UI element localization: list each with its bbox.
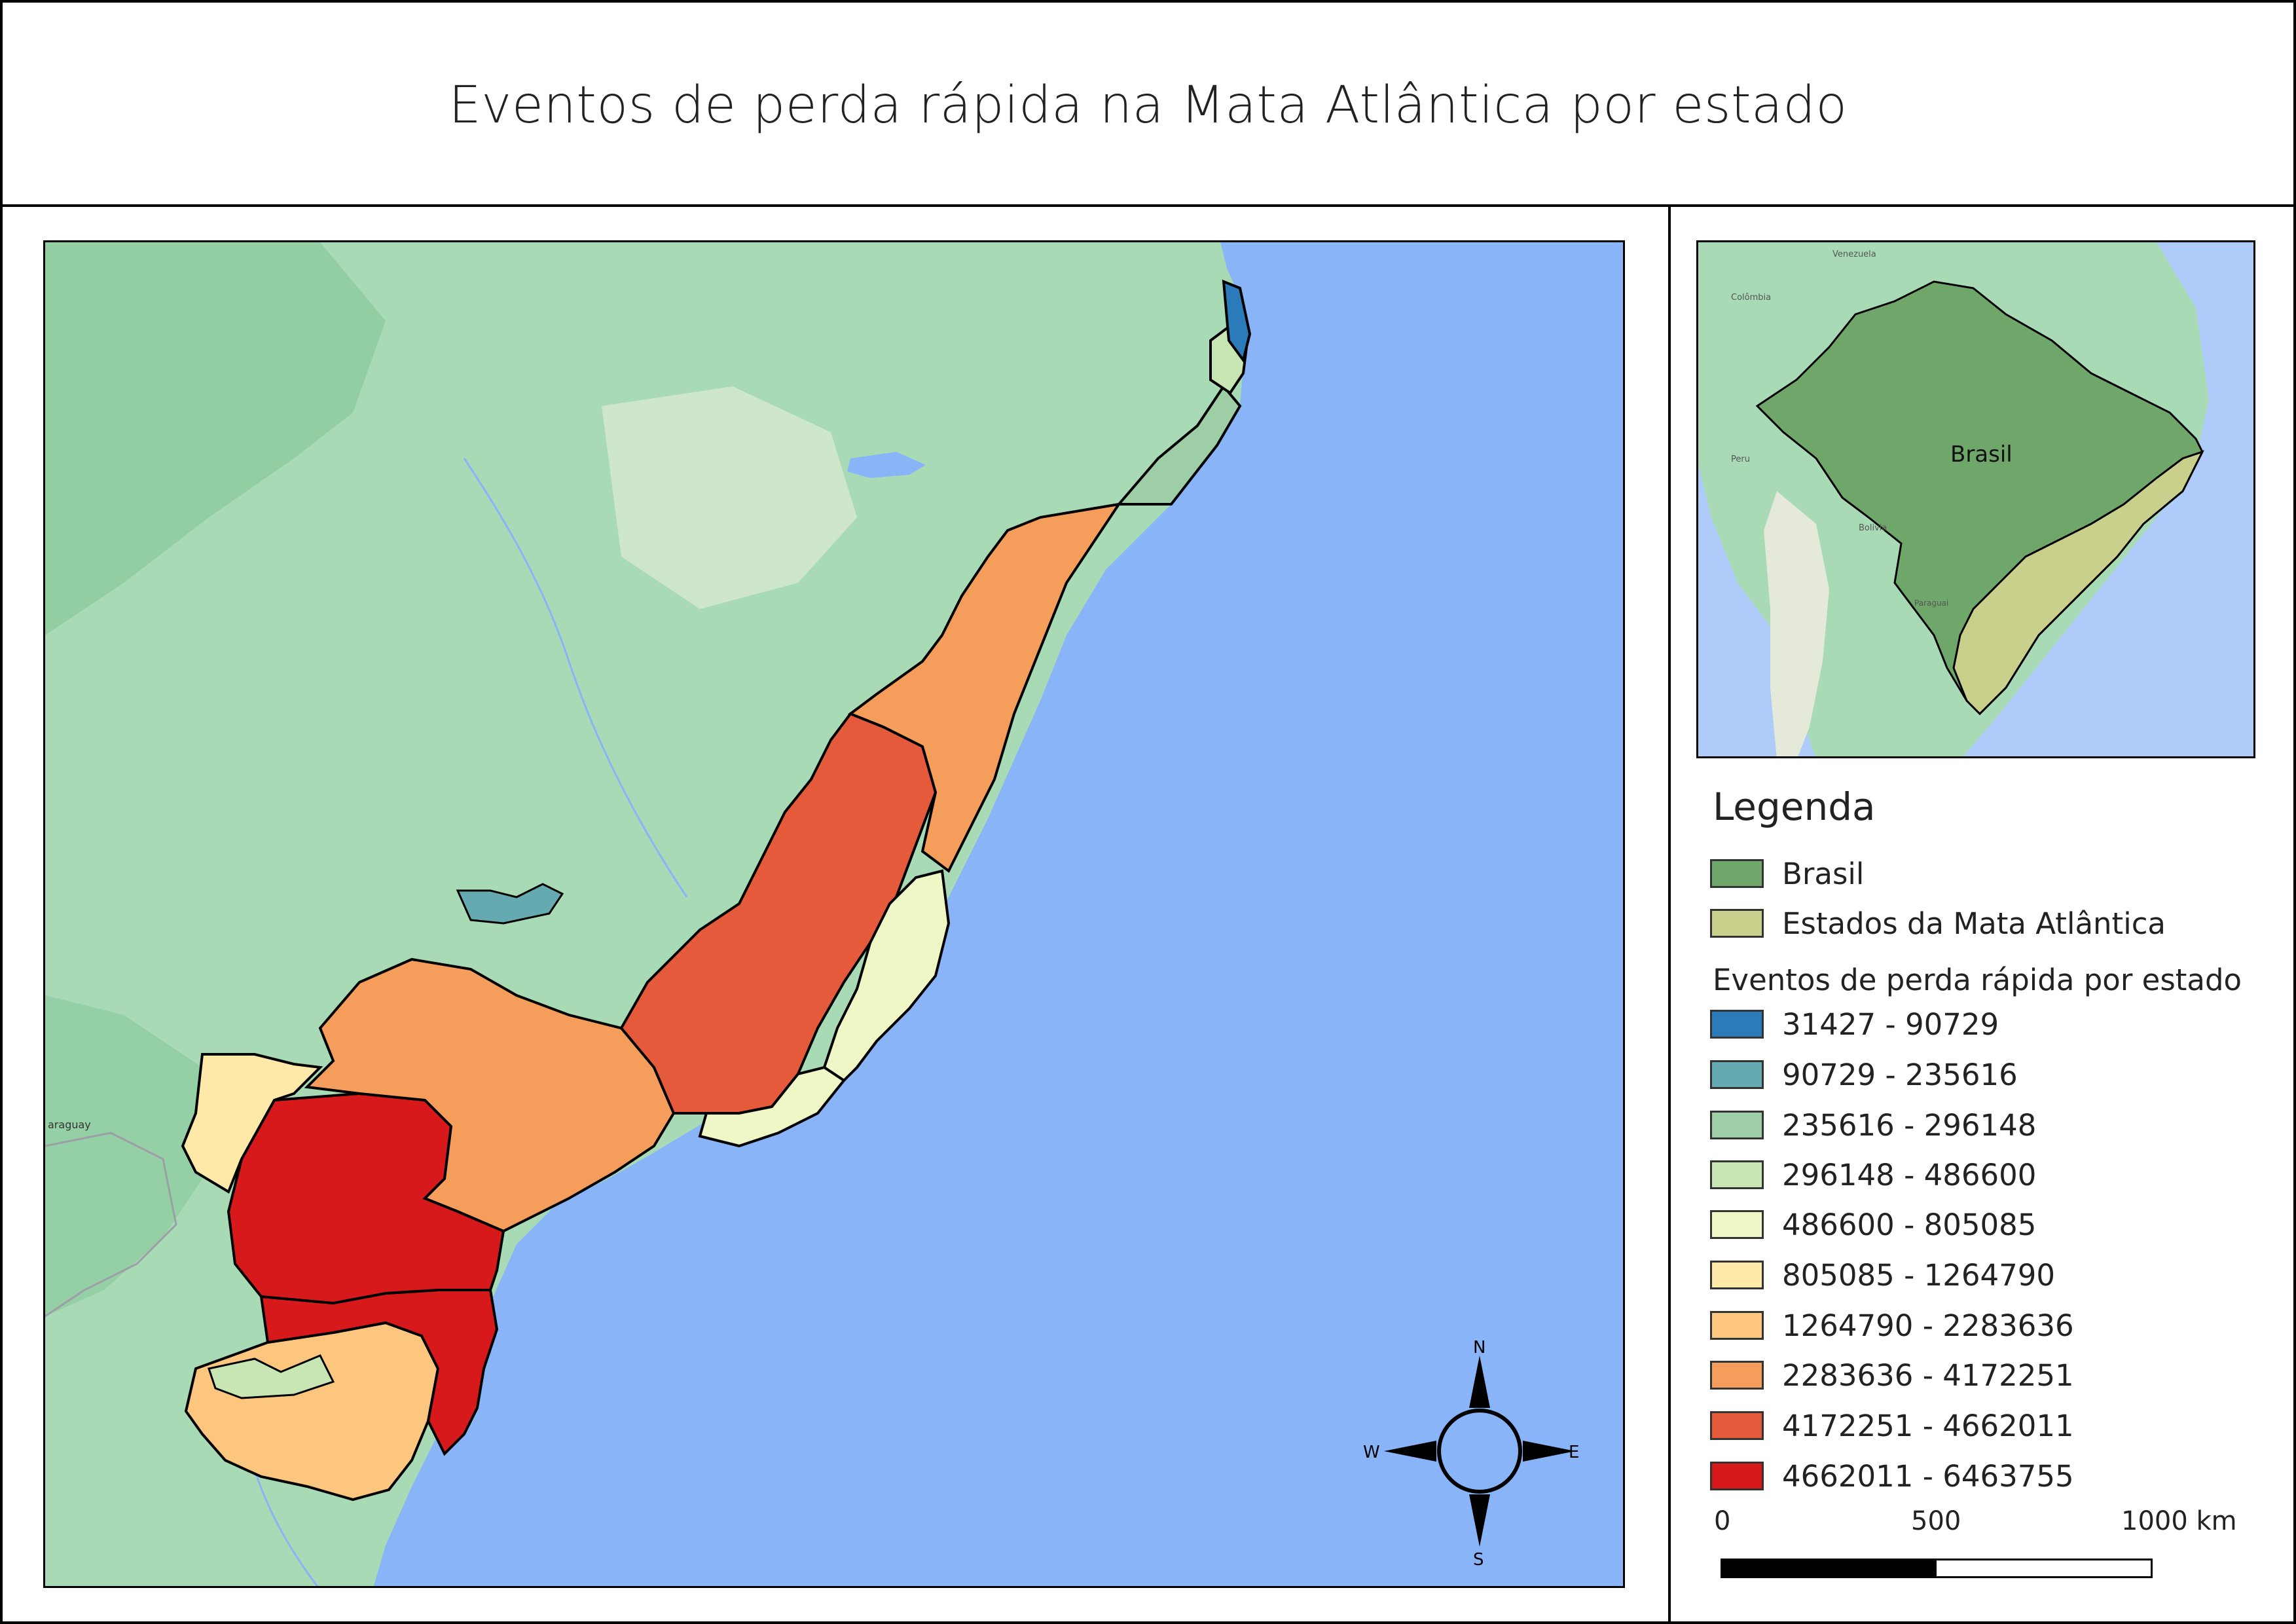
legend-class-item: 4172251 - 4662011 <box>1710 1408 2074 1443</box>
state-ms[interactable] <box>181 1053 323 1194</box>
legend-class-swatch <box>1710 1261 1764 1289</box>
scale-label-0: 0 <box>1714 1506 1731 1536</box>
inset-andes <box>1764 491 1829 756</box>
compass-label-w: W <box>1363 1443 1380 1462</box>
compass-circle <box>1437 1409 1522 1494</box>
legend-class-label: 90729 - 235616 <box>1782 1057 2018 1092</box>
state-rs-inner[interactable] <box>208 1354 335 1399</box>
compass-arrow-north <box>1469 1356 1490 1408</box>
main-map-svg: araguay <box>45 242 1252 1586</box>
legend-class-swatch <box>1710 1210 1764 1239</box>
scale-label-1000: 1000 km <box>2121 1506 2237 1536</box>
legend: Legenda Brasil Estados da Mata Atlântica… <box>1710 779 2286 1598</box>
inset-map-svg: Venezuela Colômbia Peru Bolivia Paraguai… <box>1698 242 2209 756</box>
legend-classes-title: Eventos de perda rápida por estado <box>1713 963 2242 997</box>
legend-label-estados: Estados da Mata Atlântica <box>1782 906 2166 941</box>
compass-arrow-south <box>1469 1494 1490 1547</box>
legend-class-swatch <box>1710 1311 1764 1340</box>
scale-bar-fill <box>1722 1560 1937 1576</box>
inset-label-colombia: Colômbia <box>1731 293 1771 303</box>
legend-class-label: 31427 - 90729 <box>1782 1006 1999 1042</box>
inset-label-bolivia: Bolivia <box>1859 523 1887 533</box>
legend-class-swatch <box>1710 1060 1764 1089</box>
legend-class-label: 4662011 - 6463755 <box>1782 1458 2074 1494</box>
state-ba[interactable] <box>847 502 1122 874</box>
country-border <box>45 1132 177 1318</box>
legend-class-item: 90729 - 235616 <box>1710 1057 2018 1092</box>
river <box>463 458 688 898</box>
legend-class-label: 486600 - 805085 <box>1782 1207 2037 1242</box>
legend-class-label: 1264790 - 2283636 <box>1782 1308 2074 1343</box>
legend-class-swatch <box>1710 1361 1764 1390</box>
inset-label-venezuela: Venezuela <box>1832 249 1876 259</box>
side-panel-frame <box>1668 204 2296 1624</box>
state-rj[interactable] <box>698 1065 846 1148</box>
state-go[interactable] <box>456 883 564 925</box>
legend-class-label: 4172251 - 4662011 <box>1782 1408 2074 1443</box>
legend-item-brasil: Brasil <box>1710 856 1865 891</box>
legend-class-swatch <box>1710 1010 1764 1039</box>
legend-swatch-estados <box>1710 909 1764 938</box>
legend-class-label: 2283636 - 4172251 <box>1782 1357 2074 1393</box>
inset-label-paraguai: Paraguai <box>1914 599 1948 608</box>
dry-area <box>602 386 857 609</box>
inset-label-brasil: Brasil <box>1950 441 2013 468</box>
compass-label-e: E <box>1569 1443 1579 1462</box>
compass-label-n: N <box>1473 1338 1485 1357</box>
state-sp[interactable] <box>304 957 676 1233</box>
map-title: Eventos de perda rápida na Mata Atlântic… <box>448 76 1848 135</box>
legend-class-item: 4662011 - 6463755 <box>1710 1458 2074 1494</box>
legend-class-item: 1264790 - 2283636 <box>1710 1308 2074 1343</box>
legend-item-estados: Estados da Mata Atlântica <box>1710 906 2166 941</box>
main-map[interactable]: araguay <box>43 240 1625 1588</box>
legend-class-swatch <box>1710 1160 1764 1189</box>
legend-class-item: 296148 - 486600 <box>1710 1157 2037 1192</box>
legend-swatch-brasil <box>1710 859 1764 888</box>
state-al-se[interactable] <box>1116 384 1242 506</box>
legend-class-swatch <box>1710 1462 1764 1490</box>
legend-class-label: 805085 - 1264790 <box>1782 1257 2056 1293</box>
title-box: Eventos de perda rápida na Mata Atlântic… <box>0 0 2296 207</box>
compass-rose: N S E W <box>1363 1338 1579 1570</box>
legend-class-label: 296148 - 486600 <box>1782 1157 2037 1192</box>
scale-bar <box>1721 1559 2153 1578</box>
scale-label-500: 500 <box>1911 1506 1961 1536</box>
compass-arrow-west <box>1384 1441 1436 1462</box>
legend-title: Legenda <box>1713 784 1876 829</box>
legend-class-item: 486600 - 805085 <box>1710 1207 2037 1242</box>
inset-mata-atlantica[interactable] <box>1952 450 2204 716</box>
legend-class-item: 805085 - 1264790 <box>1710 1257 2056 1293</box>
state-es[interactable] <box>822 869 951 1082</box>
state-rn[interactable] <box>1222 279 1252 363</box>
inset-label-peru: Peru <box>1731 454 1750 464</box>
legend-label-brasil: Brasil <box>1782 856 1865 891</box>
compass-label-s: S <box>1473 1550 1484 1570</box>
forest-area <box>45 995 215 1316</box>
compass-arrow-east <box>1523 1441 1575 1462</box>
legend-class-item: 2283636 - 4172251 <box>1710 1357 2074 1393</box>
reservoir <box>847 452 926 478</box>
legend-class-swatch <box>1710 1411 1764 1440</box>
legend-class-label: 235616 - 296148 <box>1782 1107 2037 1143</box>
label-paraguay: araguay <box>48 1118 91 1131</box>
legend-class-swatch <box>1710 1111 1764 1139</box>
inset-map[interactable]: Venezuela Colômbia Peru Bolivia Paraguai… <box>1696 240 2255 758</box>
forest-area <box>45 242 386 635</box>
legend-class-item: 31427 - 90729 <box>1710 1006 1999 1042</box>
legend-class-item: 235616 - 296148 <box>1710 1107 2037 1143</box>
